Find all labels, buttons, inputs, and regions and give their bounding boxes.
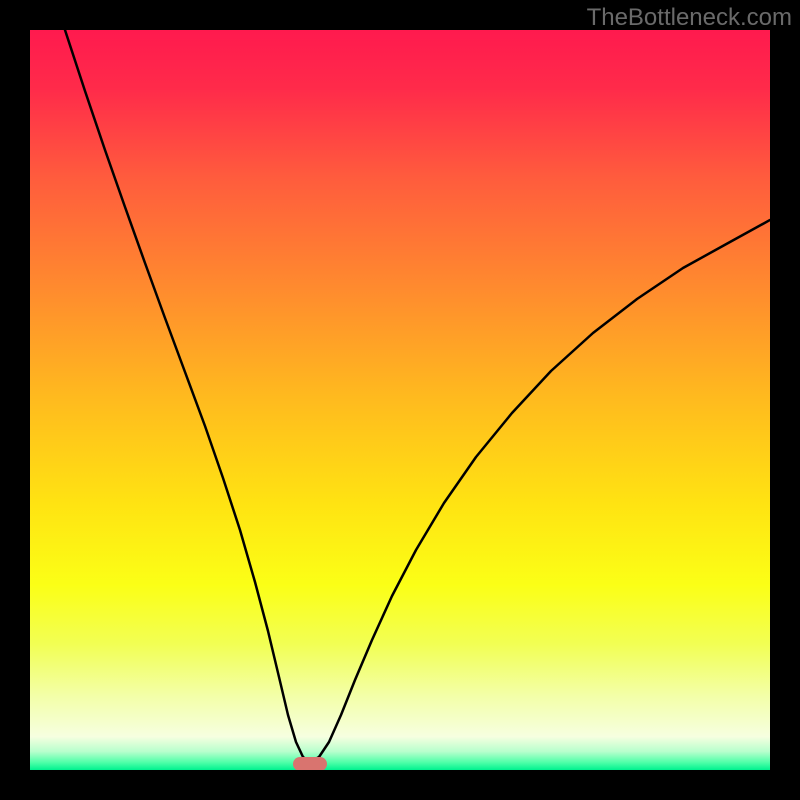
bottleneck-curve-svg — [30, 30, 770, 770]
optimum-marker — [293, 757, 327, 770]
bottleneck-curve — [65, 30, 770, 762]
watermark-text: TheBottleneck.com — [587, 4, 792, 32]
plot-area — [30, 30, 770, 770]
chart-frame: TheBottleneck.com — [0, 0, 800, 800]
